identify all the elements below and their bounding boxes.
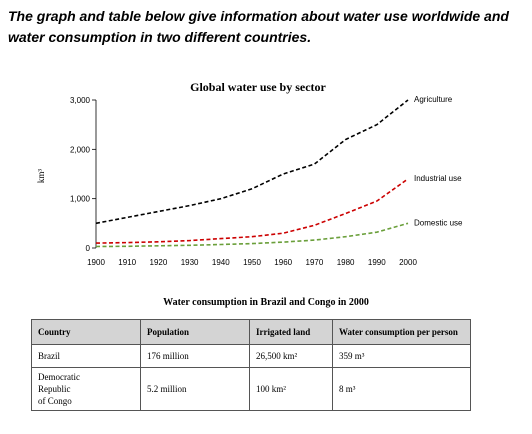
header-water-consumption: Water consumption per person xyxy=(332,319,471,345)
series-line-industrial-use xyxy=(95,178,409,244)
line-chart: Global water use by sector km³ 0 1,000 2,0… xyxy=(36,80,463,267)
table-title: Water consumption in Brazil and Congo in… xyxy=(163,297,369,308)
cell-irrigated-land: 26,500 km² xyxy=(249,344,333,368)
table-row: Brazil 176 million 26,500 km² 359 m³ xyxy=(31,344,471,368)
x-tick-label: 1960 xyxy=(274,258,292,267)
cell-water-consumption: 359 m³ xyxy=(332,344,471,368)
cell-population: 176 million xyxy=(140,344,250,368)
water-consumption-table: Country Population Irrigated land Water … xyxy=(31,319,471,411)
y-tick-label: 1,000 xyxy=(70,195,91,204)
x-tick-label: 1900 xyxy=(87,258,105,267)
series-label-agriculture: Agriculture xyxy=(414,95,453,104)
cell-country: Democratic Republic of Congo xyxy=(31,367,141,411)
table-header-row: Country Population Irrigated land Water … xyxy=(31,319,471,345)
x-tick-label: 1950 xyxy=(243,258,261,267)
x-axis-ticks: 1900 1910 1920 1930 1940 1950 1960 1970 1980 1990… xyxy=(87,258,417,267)
cell-water-consumption: 8 m³ xyxy=(332,367,471,411)
series-label-industrial-use: Industrial use xyxy=(414,174,462,183)
series-lines xyxy=(95,99,409,248)
header-population: Population xyxy=(140,319,250,345)
series-label-domestic-use: Domestic use xyxy=(414,218,463,227)
series-labels: Agriculture Industrial use Domestic use xyxy=(414,95,463,227)
y-axis-label: km³ xyxy=(36,169,46,184)
x-tick-label: 1980 xyxy=(337,258,355,267)
y-axis-ticks: 0 1,000 2,000 3,000 xyxy=(70,96,96,253)
series-line-domestic-use xyxy=(95,222,409,248)
x-tick-label: 1920 xyxy=(150,258,168,267)
x-tick-label: 1930 xyxy=(181,258,199,267)
table-row: Democratic Republic of Congo 5.2 million… xyxy=(31,367,471,411)
cell-country: Brazil xyxy=(31,344,141,368)
x-tick-label: 1910 xyxy=(118,258,136,267)
intro-text: The graph and table below give informati… xyxy=(8,8,509,45)
cell-irrigated-land: 100 km² xyxy=(249,367,333,411)
chart-title: Global water use by sector xyxy=(190,80,326,94)
x-tick-label: 1970 xyxy=(306,258,324,267)
y-tick-label: 3,000 xyxy=(70,96,91,105)
y-tick-label: 0 xyxy=(86,244,91,253)
header-country: Country xyxy=(31,319,141,345)
header-irrigated-land: Irrigated land xyxy=(249,319,333,345)
cell-population: 5.2 million xyxy=(140,367,250,411)
x-tick-label: 2000 xyxy=(399,258,417,267)
y-tick-label: 2,000 xyxy=(70,145,91,154)
x-tick-label: 1990 xyxy=(368,258,386,267)
series-line-agriculture xyxy=(95,99,409,225)
x-tick-label: 1940 xyxy=(212,258,230,267)
